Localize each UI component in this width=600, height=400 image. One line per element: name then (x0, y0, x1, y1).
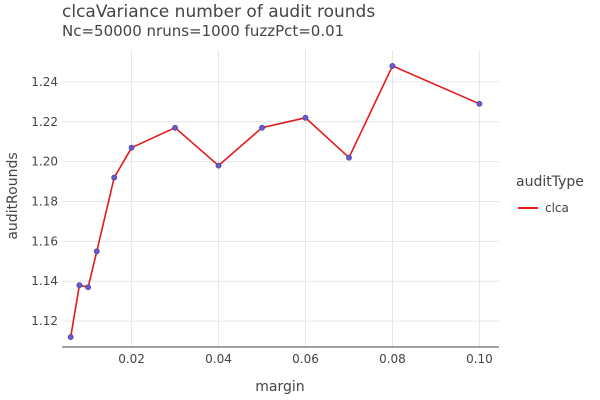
data-point (476, 100, 483, 107)
chart-title: clcaVariance number of audit rounds (62, 2, 375, 22)
grid (62, 50, 499, 347)
data-point (172, 124, 178, 131)
x-tick-label: 0.08 (379, 352, 406, 366)
y-axis-ticks: 1.12 1.14 1.16 1.18 1.20 1.22 1.24 (31, 75, 58, 328)
data-point (389, 63, 396, 69)
y-tick-label: 1.20 (31, 155, 58, 169)
y-tick-label: 1.18 (31, 194, 58, 208)
data-point (85, 284, 91, 291)
data-point (215, 162, 222, 169)
data-point (302, 114, 309, 121)
data-point (93, 248, 100, 255)
y-tick-label: 1.14 (31, 274, 58, 288)
x-tick-label: 0.10 (466, 352, 493, 366)
legend-label-clca: clca (545, 201, 569, 215)
x-tick-label: 0.04 (205, 352, 232, 366)
chart-subtitle: Nc=50000 nruns=1000 fuzzPct=0.01 (62, 22, 344, 40)
data-point (67, 334, 74, 340)
data-point (76, 282, 83, 289)
legend: auditType clca (516, 174, 584, 215)
y-axis-label: auditRounds (5, 152, 21, 239)
legend-title: auditType (516, 174, 584, 190)
y-tick-label: 1.12 (31, 314, 58, 328)
y-tick-label: 1.22 (31, 115, 58, 129)
x-tick-label: 0.06 (292, 352, 319, 366)
x-tick-label: 0.02 (118, 352, 145, 366)
y-tick-label: 1.16 (31, 234, 58, 248)
data-point (128, 144, 135, 151)
x-axis-label: margin (255, 379, 304, 395)
x-axis-ticks: 0.02 0.04 0.06 0.08 0.10 (118, 352, 493, 366)
data-point (346, 154, 352, 161)
data-point (111, 174, 118, 181)
series-layer (67, 63, 483, 340)
data-point (259, 124, 265, 131)
y-tick-label: 1.24 (31, 75, 58, 89)
